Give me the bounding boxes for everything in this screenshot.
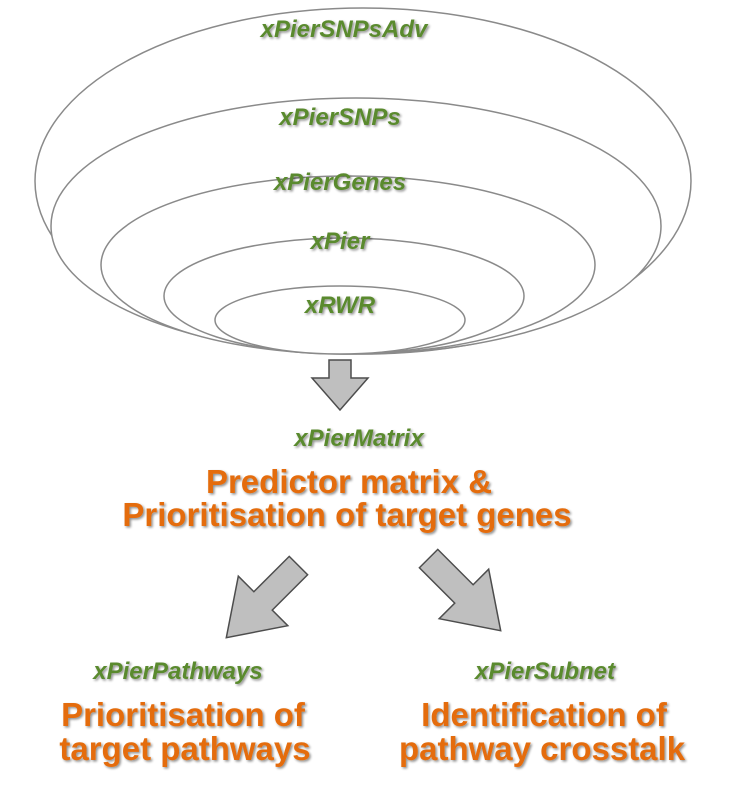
ring-label-xpiersnpsadv: xPierSNPsAdv: [259, 16, 429, 43]
matrix-function-name: xPierMatrix: [292, 425, 425, 452]
matrix-title-line2: Prioritisation of target genes: [122, 496, 571, 533]
down-left-arrow-icon: [225, 555, 309, 639]
down-arrow-icon: [310, 359, 370, 412]
matrix-title-line1: Predictor matrix &: [206, 463, 492, 500]
ring-label-xpiersnps: xPierSNPs: [277, 104, 400, 131]
ring-labels: xPierSNPsAdv xPierSNPs xPierGenes xPier …: [259, 16, 429, 319]
pathways-title-line2: target pathways: [59, 730, 310, 767]
subnet-function-name: xPierSubnet: [473, 658, 616, 685]
pathways-title-line1: Prioritisation of: [61, 696, 306, 733]
subnet-title-line2: pathway crosstalk: [399, 730, 686, 767]
ring-label-xpiergenes: xPierGenes: [272, 169, 406, 196]
ring-label-xrwr: xRWR: [303, 292, 376, 319]
ring-label-xpier: xPier: [309, 228, 371, 255]
pathways-function-name: xPierPathways: [91, 658, 262, 685]
subnet-title-line1: Identification of: [421, 696, 668, 733]
nested-rings: [34, 7, 692, 355]
down-right-arrow-icon: [418, 548, 502, 632]
ring-xrwr: [214, 285, 466, 355]
